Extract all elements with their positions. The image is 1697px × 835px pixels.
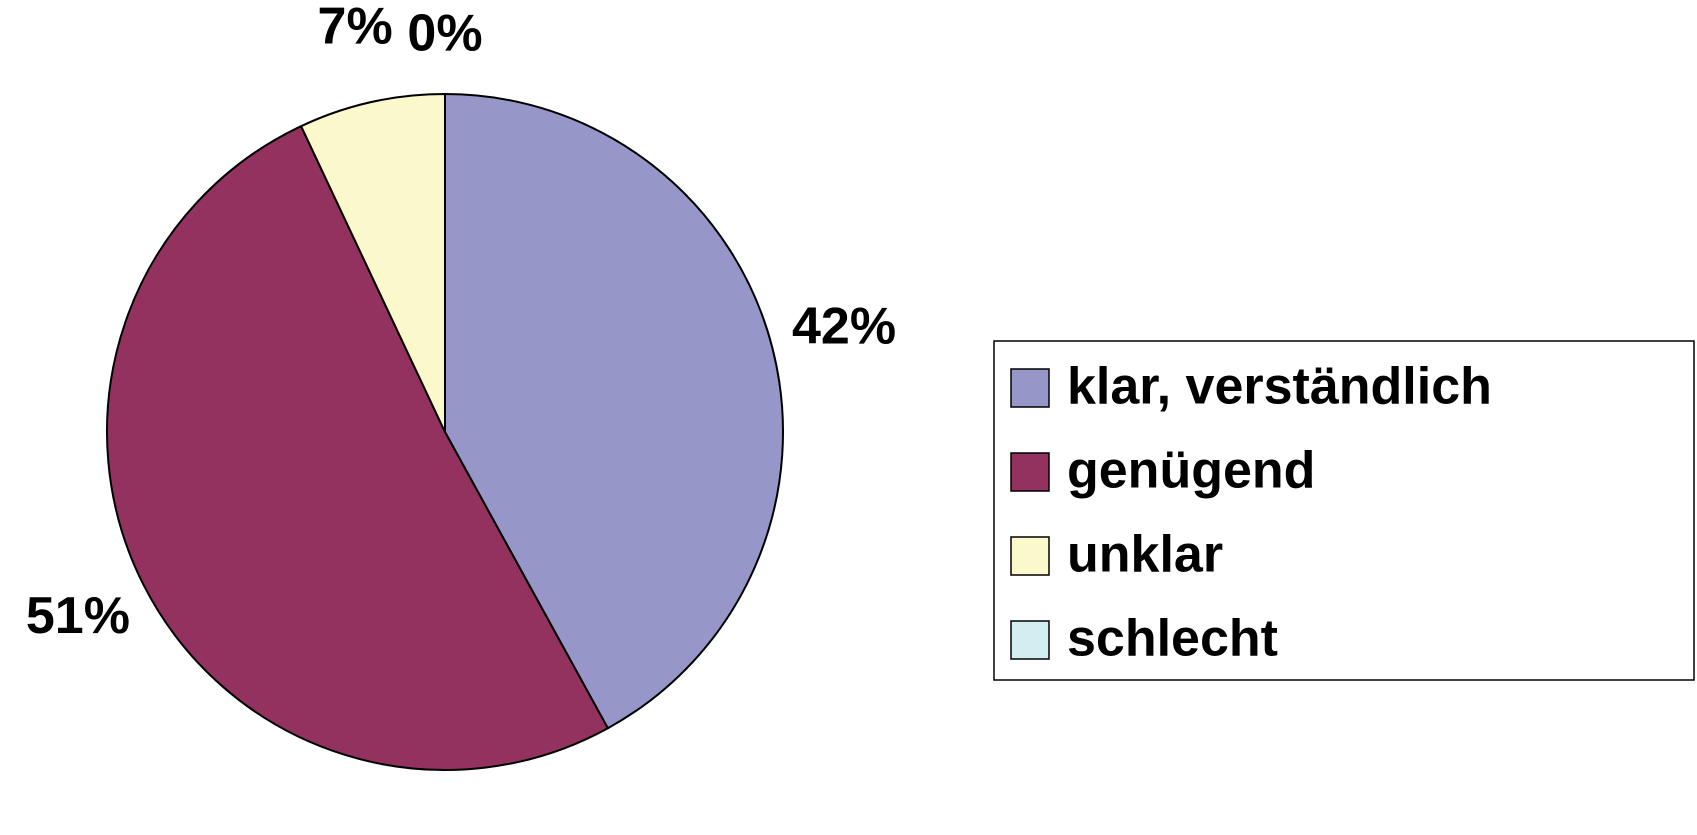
legend-swatch xyxy=(1010,368,1050,408)
pie-slice xyxy=(444,92,784,730)
legend-swatch xyxy=(1010,536,1050,576)
legend-label: klar, verständlich xyxy=(1067,358,1492,416)
legend-label: unklar xyxy=(1067,526,1223,584)
data-label: 42% xyxy=(792,297,896,355)
legend-label: genügend xyxy=(1067,442,1315,500)
legend-label: schlecht xyxy=(1067,610,1278,668)
legend-box xyxy=(993,340,1695,681)
data-label: 0% xyxy=(407,5,482,63)
data-label: 7% xyxy=(318,0,393,56)
pie-slice xyxy=(106,124,610,771)
pie-slice xyxy=(299,92,446,433)
data-label: 51% xyxy=(26,587,130,645)
legend-swatch xyxy=(1010,452,1050,492)
legend-swatch xyxy=(1010,620,1050,660)
